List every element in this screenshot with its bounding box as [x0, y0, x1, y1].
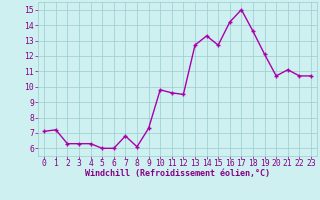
- X-axis label: Windchill (Refroidissement éolien,°C): Windchill (Refroidissement éolien,°C): [85, 169, 270, 178]
